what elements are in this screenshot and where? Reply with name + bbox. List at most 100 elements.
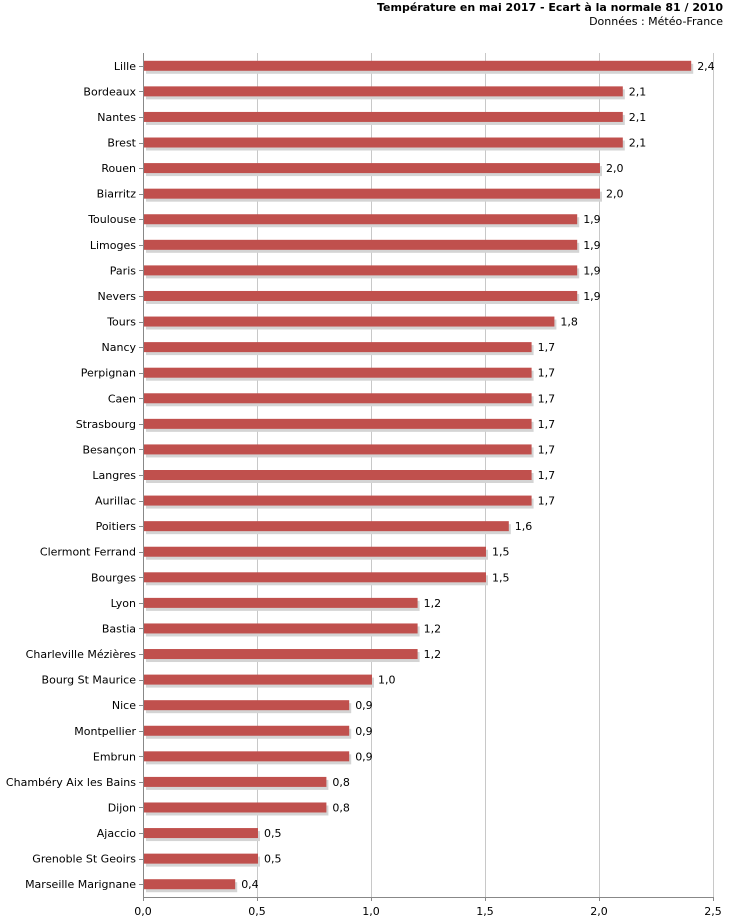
category-label: Bordeaux (83, 85, 136, 98)
data-label: 2,1 (629, 85, 647, 98)
data-label: 1,7 (538, 443, 556, 456)
category-label: Lille (114, 60, 136, 73)
bar (144, 163, 600, 174)
data-label: 0,5 (264, 827, 282, 840)
data-label: 1,5 (492, 546, 510, 559)
data-label: 1,8 (560, 316, 578, 329)
bar (144, 495, 532, 506)
data-label: 0,9 (355, 699, 373, 712)
data-label: 1,9 (583, 239, 601, 252)
category-label: Langres (92, 469, 136, 482)
category-label: Tours (106, 316, 136, 329)
data-label: 0,9 (355, 725, 373, 738)
category-label: Montpellier (74, 725, 136, 738)
category-label: Limoges (90, 239, 136, 252)
bar (144, 137, 623, 148)
data-label: 1,0 (378, 674, 396, 687)
data-label: 1,9 (583, 213, 601, 226)
data-label: 0,9 (355, 750, 373, 763)
data-label: 1,9 (583, 264, 601, 277)
bar (144, 879, 236, 890)
data-label: 1,7 (538, 469, 556, 482)
bar (144, 623, 418, 634)
data-label: 2,1 (629, 111, 647, 124)
category-label: Bourges (91, 571, 136, 584)
category-label: Marseille Marignane (25, 878, 136, 891)
bar (144, 470, 532, 480)
bar (144, 393, 532, 404)
category-label: Paris (110, 264, 136, 277)
category-label: Chambéry Aix les Bains (6, 776, 136, 789)
chart-title: Température en mai 2017 - Ecart à la nor… (376, 1, 723, 14)
data-label: 1,2 (424, 597, 442, 610)
data-label: 1,6 (515, 520, 533, 533)
data-label: 1,2 (424, 648, 442, 661)
category-label: Nantes (97, 111, 136, 124)
bar (144, 776, 327, 787)
category-label: Nice (112, 699, 136, 712)
x-tick-label: 0,0 (134, 905, 152, 918)
bar (144, 444, 532, 455)
bar (144, 316, 555, 327)
category-label: Ajaccio (97, 827, 136, 840)
category-label: Strasbourg (76, 418, 136, 431)
x-tick-label: 1,5 (476, 905, 494, 918)
data-label: 2,0 (606, 162, 624, 175)
bar (144, 60, 692, 71)
data-label: 0,8 (332, 801, 350, 814)
bar (144, 751, 350, 762)
data-label: 0,5 (264, 853, 282, 866)
category-label: Toulouse (87, 213, 136, 226)
bar (144, 111, 623, 122)
bar (144, 700, 350, 711)
category-label: Embrun (93, 750, 136, 763)
category-label: Nevers (97, 290, 136, 303)
bar (144, 239, 578, 250)
category-label: Brest (107, 137, 136, 150)
category-label: Charleville Mézières (26, 648, 137, 661)
data-label: 1,2 (424, 622, 442, 635)
bar (144, 188, 600, 199)
data-label: 0,4 (241, 878, 259, 891)
category-label: Clermont Ferrand (40, 546, 136, 559)
x-tick-label: 2,5 (704, 905, 722, 918)
data-label: 0,8 (332, 776, 350, 789)
data-label: 1,7 (538, 367, 556, 380)
category-label: Nancy (102, 341, 137, 354)
bar (144, 674, 372, 685)
category-label: Rouen (101, 162, 136, 175)
x-tick-label: 0,5 (248, 905, 266, 918)
data-label: 2,1 (629, 137, 647, 150)
data-label: 2,4 (697, 60, 715, 73)
category-label: Perpignan (81, 367, 136, 380)
bar (144, 290, 578, 301)
bar (144, 725, 350, 736)
category-label: Bastia (102, 622, 136, 635)
bar (144, 649, 418, 660)
category-label: Besançon (82, 443, 136, 456)
category-label: Grenoble St Geoirs (32, 853, 136, 866)
data-label: 1,5 (492, 571, 510, 584)
bar (144, 214, 578, 225)
data-label: 1,9 (583, 290, 601, 303)
chart-subtitle: Données : Météo-France (589, 15, 723, 28)
bar (144, 521, 509, 532)
bar (144, 597, 418, 608)
x-tick-label: 1,0 (362, 905, 380, 918)
bar (144, 265, 578, 276)
category-label: Caen (108, 392, 136, 405)
bar (144, 828, 258, 839)
data-label: 1,7 (538, 418, 556, 431)
bar (144, 367, 532, 378)
bar (144, 853, 258, 864)
bar (144, 418, 532, 429)
x-tick-label: 2,0 (590, 905, 608, 918)
data-label: 2,0 (606, 188, 624, 201)
data-label: 1,7 (538, 495, 556, 508)
data-label: 1,7 (538, 341, 556, 354)
data-label: 1,7 (538, 392, 556, 405)
category-label: Lyon (111, 597, 136, 610)
category-label: Aurillac (95, 495, 136, 508)
bar (144, 802, 327, 813)
